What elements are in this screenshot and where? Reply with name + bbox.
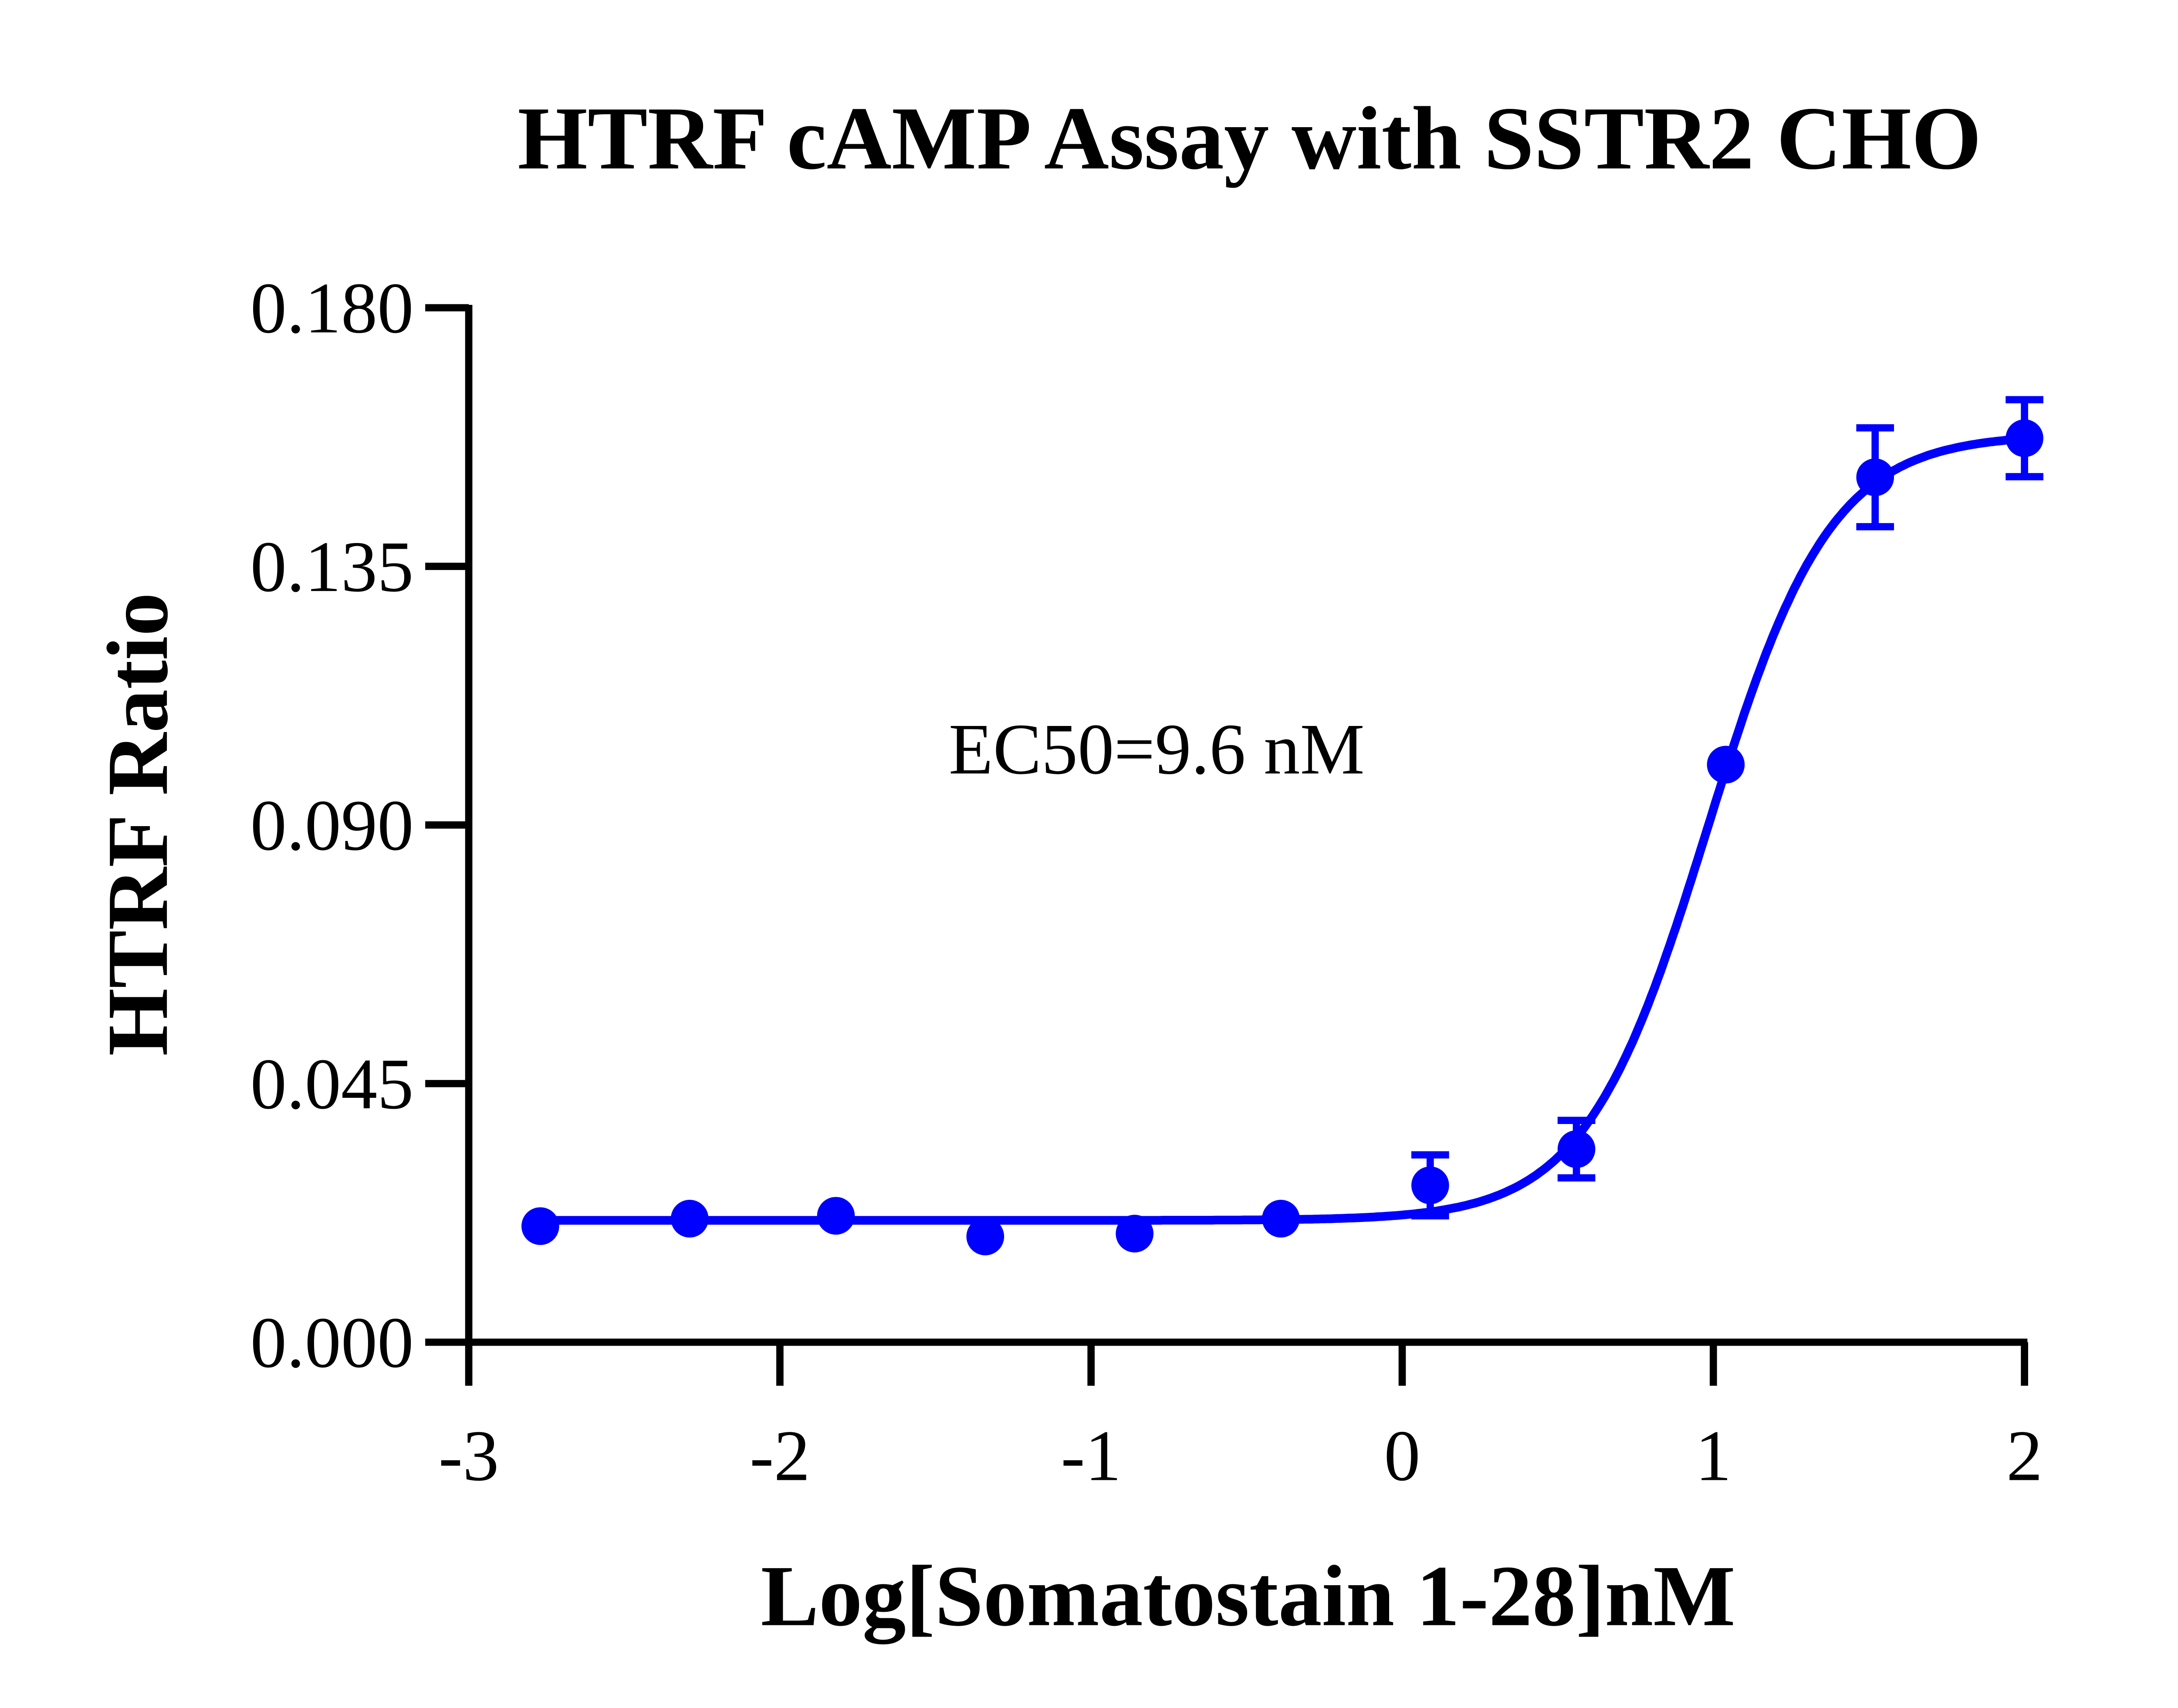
- data-point: [1557, 1130, 1596, 1168]
- y-tick-label: 0.000: [250, 1303, 414, 1383]
- x-tick-label: 0: [1384, 1416, 1420, 1496]
- data-point: [1116, 1215, 1154, 1252]
- x-axis-label: Log[Somatostain 1-28]nM: [761, 1548, 1735, 1644]
- data-point: [1262, 1200, 1300, 1238]
- data-point: [1411, 1166, 1449, 1205]
- ec50-annotation: EC50=9.6 nM: [949, 709, 1365, 790]
- x-tick-label: 1: [1695, 1416, 1732, 1496]
- y-tick-label: 0.090: [250, 786, 414, 866]
- data-point: [817, 1197, 855, 1235]
- data-point: [1707, 746, 1745, 784]
- data-point: [1856, 458, 1894, 496]
- x-tick-label: -1: [1061, 1416, 1121, 1496]
- y-axis-label: HTRF Ratio: [90, 593, 186, 1056]
- x-tick-label: -3: [439, 1416, 499, 1496]
- y-tick-label: 0.045: [250, 1044, 414, 1124]
- y-tick-label: 0.180: [250, 268, 414, 348]
- data-point: [670, 1200, 709, 1238]
- data-point: [2006, 419, 2043, 457]
- x-tick-label: 2: [2006, 1416, 2043, 1496]
- chart-title: HTRF cAMP Assay with SSTR2 CHO: [517, 88, 1982, 188]
- x-tick-label: -2: [750, 1416, 810, 1496]
- y-tick-label: 0.135: [250, 527, 414, 607]
- data-point: [966, 1217, 1004, 1256]
- fit-curve: [540, 434, 2025, 1225]
- data-point: [521, 1207, 559, 1245]
